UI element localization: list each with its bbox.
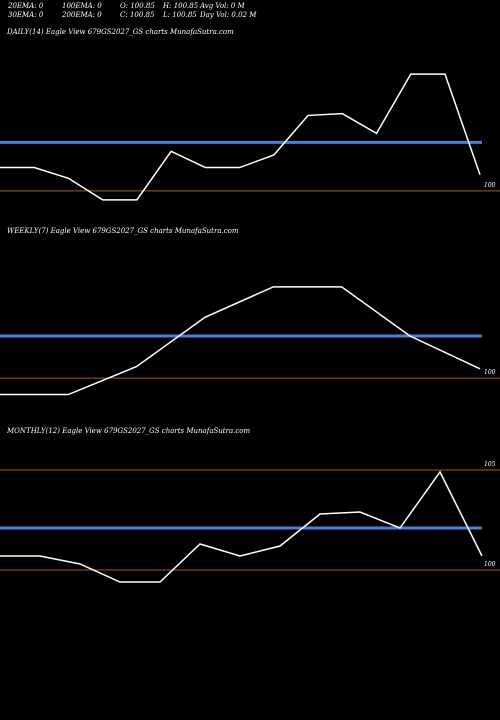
avg-vol-label: Avg Vol: 0 M [200,2,245,10]
open-label: O: 100.85 [120,2,155,10]
monthly-panel-title: MONTHLY(12) Eagle View 679GS2027_GS char… [7,427,251,435]
low-label: L: 100.85 [163,11,197,19]
ema200-label: 200EMA: 0 [62,11,102,19]
weekly-price-line [0,286,481,396]
close-label: C: 100.85 [120,11,155,19]
daily-level-label: 100 [484,182,496,189]
monthly-level-label: 105 [484,461,496,468]
monthly-level-label: 100 [484,561,496,568]
ema100-label: 100EMA: 0 [62,2,102,10]
daily-price-line [0,73,481,201]
monthly-price-line [0,470,483,583]
high-label: H: 100.85 [163,2,199,10]
daily-panel-title: DAILY(14) Eagle View 679GS2027_GS charts… [7,28,234,36]
day-vol-label: Day Vol: 0.02 M [200,11,257,19]
ema30-label: 30EMA: 0 [8,11,44,19]
weekly-level-label: 100 [484,369,496,376]
weekly-panel-title: WEEKLY(7) Eagle View 679GS2027_GS charts… [7,227,239,235]
ema20-label: 20EMA: 0 [8,2,44,10]
